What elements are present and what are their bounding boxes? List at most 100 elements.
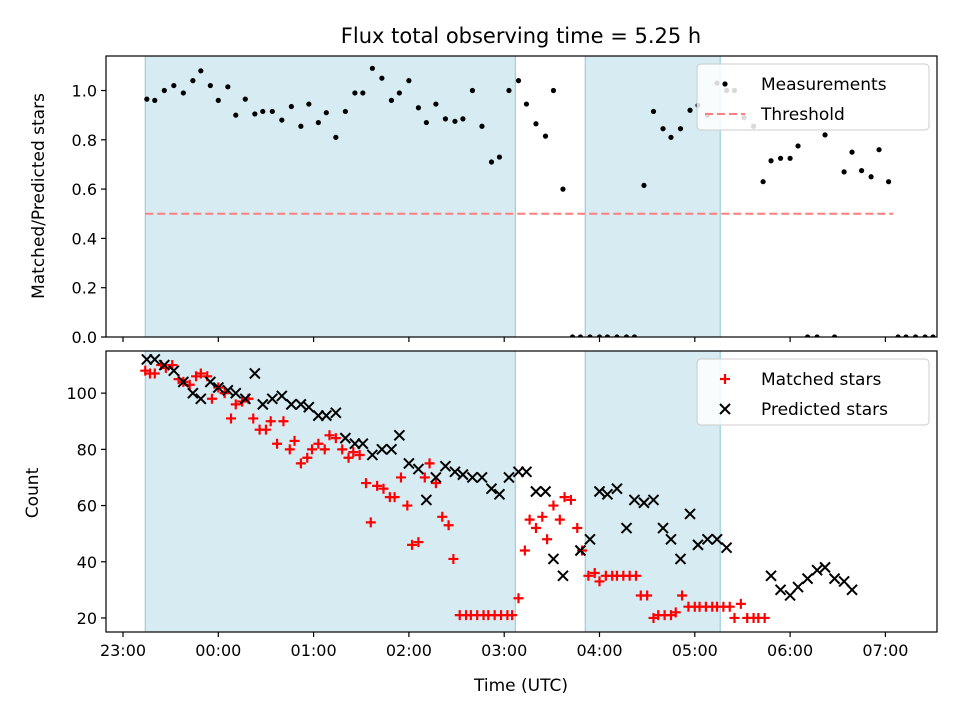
matched-star-point [507, 610, 518, 621]
measurement-point [587, 334, 593, 337]
measurement-point [298, 123, 304, 129]
measurement-point [930, 334, 936, 337]
measurement-point [515, 78, 522, 84]
measurement-point [260, 108, 266, 115]
predicted-star-point [801, 572, 814, 585]
y-axis-label-bottom: Count [23, 467, 43, 518]
x-tick-label: 02:00 [386, 641, 432, 660]
predicted-star-point [493, 488, 506, 501]
predicted-star-point [303, 401, 315, 413]
measurement-point [912, 334, 919, 337]
predicted-star-point [765, 570, 777, 582]
predicted-star-point [657, 522, 669, 534]
predicted-star-point [674, 553, 687, 565]
matched-star-point [413, 537, 424, 548]
measurement-point [315, 119, 321, 126]
y-tick-label: 0.2 [72, 279, 97, 298]
measurement-point [496, 154, 503, 160]
matched-star-point [548, 500, 559, 511]
measurement-point [922, 334, 928, 337]
predicted-star-point [485, 482, 498, 495]
matched-star-point [572, 523, 583, 534]
measurement-point [369, 65, 375, 71]
measurement-point [360, 90, 366, 96]
legend-label: Threshold [760, 105, 845, 125]
x-axis-label: Time (UTC) [473, 676, 568, 696]
predicted-star-point [792, 581, 804, 593]
measurement-point [452, 118, 458, 124]
predicted-star-point [811, 564, 823, 576]
predicted-star-point [266, 393, 279, 405]
predicted-star-point [204, 376, 217, 388]
measurement-point [849, 149, 855, 155]
measurement-point [171, 82, 177, 89]
measurement-point [550, 87, 557, 94]
predicted-star-point [385, 443, 398, 456]
predicted-star-point [520, 466, 533, 478]
legend-label: Predicted stars [761, 400, 888, 420]
measurement-point [560, 186, 566, 192]
measurement-point [406, 78, 412, 84]
y-tick-label: 100 [66, 384, 97, 403]
matched-star-point [372, 480, 383, 491]
measurement-point [822, 132, 828, 138]
measurement-point [858, 168, 865, 174]
predicted-star-point [665, 533, 677, 545]
axes-frame [105, 350, 938, 633]
predicted-star-point [819, 561, 831, 574]
matched-star-point [537, 511, 548, 522]
x-tick-label: 23:00 [100, 641, 146, 660]
matched-star-point [378, 483, 389, 494]
predicted-star-point [430, 471, 442, 484]
measurement-point [352, 90, 358, 96]
chart-title: Flux total observing time = 5.25 h [341, 24, 701, 48]
predicted-star-point [420, 494, 433, 506]
measurement-point [604, 334, 611, 337]
measurement-point [152, 97, 158, 103]
matched-star-point [759, 612, 770, 623]
measurement-point [687, 107, 693, 113]
x-tick-label: 04:00 [576, 641, 622, 660]
predicted-star-point [222, 384, 234, 397]
measurement-point [868, 174, 874, 180]
predicted-star-point [692, 539, 704, 551]
measurement-point [488, 159, 495, 165]
y-tick-label: 40 [77, 553, 97, 572]
y-tick-label: 20 [77, 609, 97, 628]
predicted-star-point [330, 407, 342, 419]
measurement-point [379, 75, 385, 81]
measurement-point [768, 158, 774, 164]
matched-star-point [348, 447, 359, 458]
matched-star-point [278, 416, 289, 427]
legend-marker-predicted [719, 403, 731, 415]
matched-star-point [230, 399, 241, 410]
measurement-point [533, 121, 539, 127]
predicted-star-point [503, 471, 515, 484]
measurement-point [795, 143, 801, 149]
matched-star-point [330, 433, 341, 444]
matched-star-point [565, 494, 576, 505]
matched-star-point [272, 438, 283, 449]
y-tick-label: 0.6 [72, 180, 97, 199]
measurement-point [479, 123, 485, 129]
predicted-star-point [584, 533, 596, 545]
matched-star-point [424, 458, 435, 469]
measurement-point [288, 103, 294, 110]
predicted-star-point [158, 359, 171, 371]
matched-star-point [443, 520, 454, 531]
predicted-star-point [249, 367, 261, 380]
matched-star-point [430, 478, 441, 489]
measurement-point [279, 117, 285, 123]
measurement-point [623, 334, 630, 337]
predicted-star-point [547, 553, 560, 565]
matched-star-point [324, 430, 335, 441]
matched-star-point [583, 570, 594, 581]
measurement-point [180, 90, 186, 96]
measurement-point [660, 126, 666, 132]
predicted-star-point [393, 429, 406, 442]
measurement-point [242, 96, 248, 102]
predicted-star-point [476, 471, 488, 484]
matched-star-point [343, 452, 354, 463]
y-axis-label-top: Matched/Predicted stars [29, 93, 49, 299]
matched-star-point [295, 458, 306, 469]
